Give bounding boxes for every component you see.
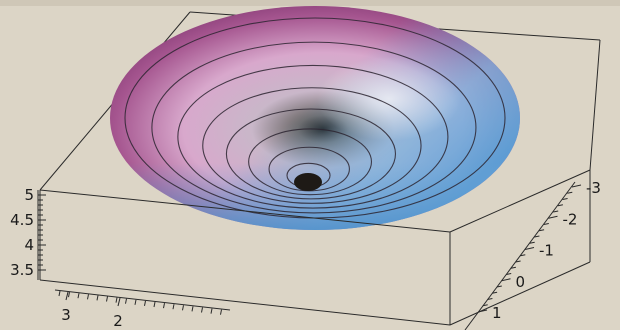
tick-mark: [58, 290, 61, 297]
tick-mark: [562, 198, 568, 200]
tick-mark: [557, 204, 563, 207]
tick-mark: [506, 273, 512, 275]
tick-mark: [201, 307, 203, 313]
tick-mark: [492, 291, 498, 294]
tick-mark: [115, 297, 118, 303]
tick-mark: [210, 308, 213, 314]
tick-mark: [529, 241, 535, 244]
tick-mark: [106, 296, 108, 302]
tick-mark: [548, 215, 558, 219]
tick-mark: [96, 295, 99, 301]
tick-mark: [125, 298, 127, 304]
y-axis: -3 -2 -1 01: [464, 179, 601, 330]
tick-mark: [134, 299, 137, 305]
tick-mark: [515, 260, 521, 263]
tick-mark: [117, 297, 121, 307]
z-axis: 3.5 4 4.5 5: [10, 186, 46, 280]
tick-mark: [501, 278, 511, 282]
tick-mark: [487, 298, 493, 300]
contour-ring: [202, 87, 422, 204]
contour-ring: [225, 108, 397, 200]
tick-mark: [524, 247, 535, 250]
tick-mark: [87, 294, 89, 300]
tick-label: 3: [61, 306, 71, 324]
tick-label: 2: [113, 312, 123, 330]
tick-mark: [510, 266, 516, 269]
funnel-center: [294, 173, 322, 191]
tick-mark: [543, 223, 549, 225]
contour-ring: [151, 41, 477, 214]
tick-label: -2: [563, 210, 578, 228]
tick-mark: [482, 304, 488, 307]
tick-mark: [220, 309, 222, 315]
tick-mark: [191, 306, 194, 312]
tick-mark: [553, 210, 559, 213]
box-frame-front: [39, 169, 591, 326]
tick-label: 3.5: [10, 261, 34, 279]
tick-mark: [77, 293, 80, 299]
tick-mark: [477, 309, 488, 313]
tick-mark: [567, 191, 573, 194]
tick-mark: [539, 229, 545, 232]
bowl-surface: [110, 6, 520, 230]
tick-mark: [534, 235, 540, 238]
tick-mark: [163, 303, 165, 309]
tick-label: 4: [24, 236, 34, 254]
contour-ring: [177, 64, 449, 209]
tick-mark: [520, 254, 526, 257]
tick-mark: [65, 291, 69, 301]
tick-label: -3: [586, 179, 601, 197]
contour-ring: [248, 128, 373, 196]
tick-mark: [144, 300, 146, 306]
tick-mark: [68, 292, 70, 298]
tick-label: 5: [24, 186, 34, 204]
tick-mark: [182, 305, 184, 311]
tick-mark: [172, 304, 175, 310]
tick-label: 4.5: [10, 211, 34, 229]
tick-label: 0: [516, 273, 526, 291]
tick-label: 1: [492, 304, 502, 322]
tick-mark: [571, 184, 582, 188]
tick-mark: [496, 285, 502, 288]
tick-label: -1: [539, 242, 554, 260]
tick-mark: [153, 301, 156, 308]
